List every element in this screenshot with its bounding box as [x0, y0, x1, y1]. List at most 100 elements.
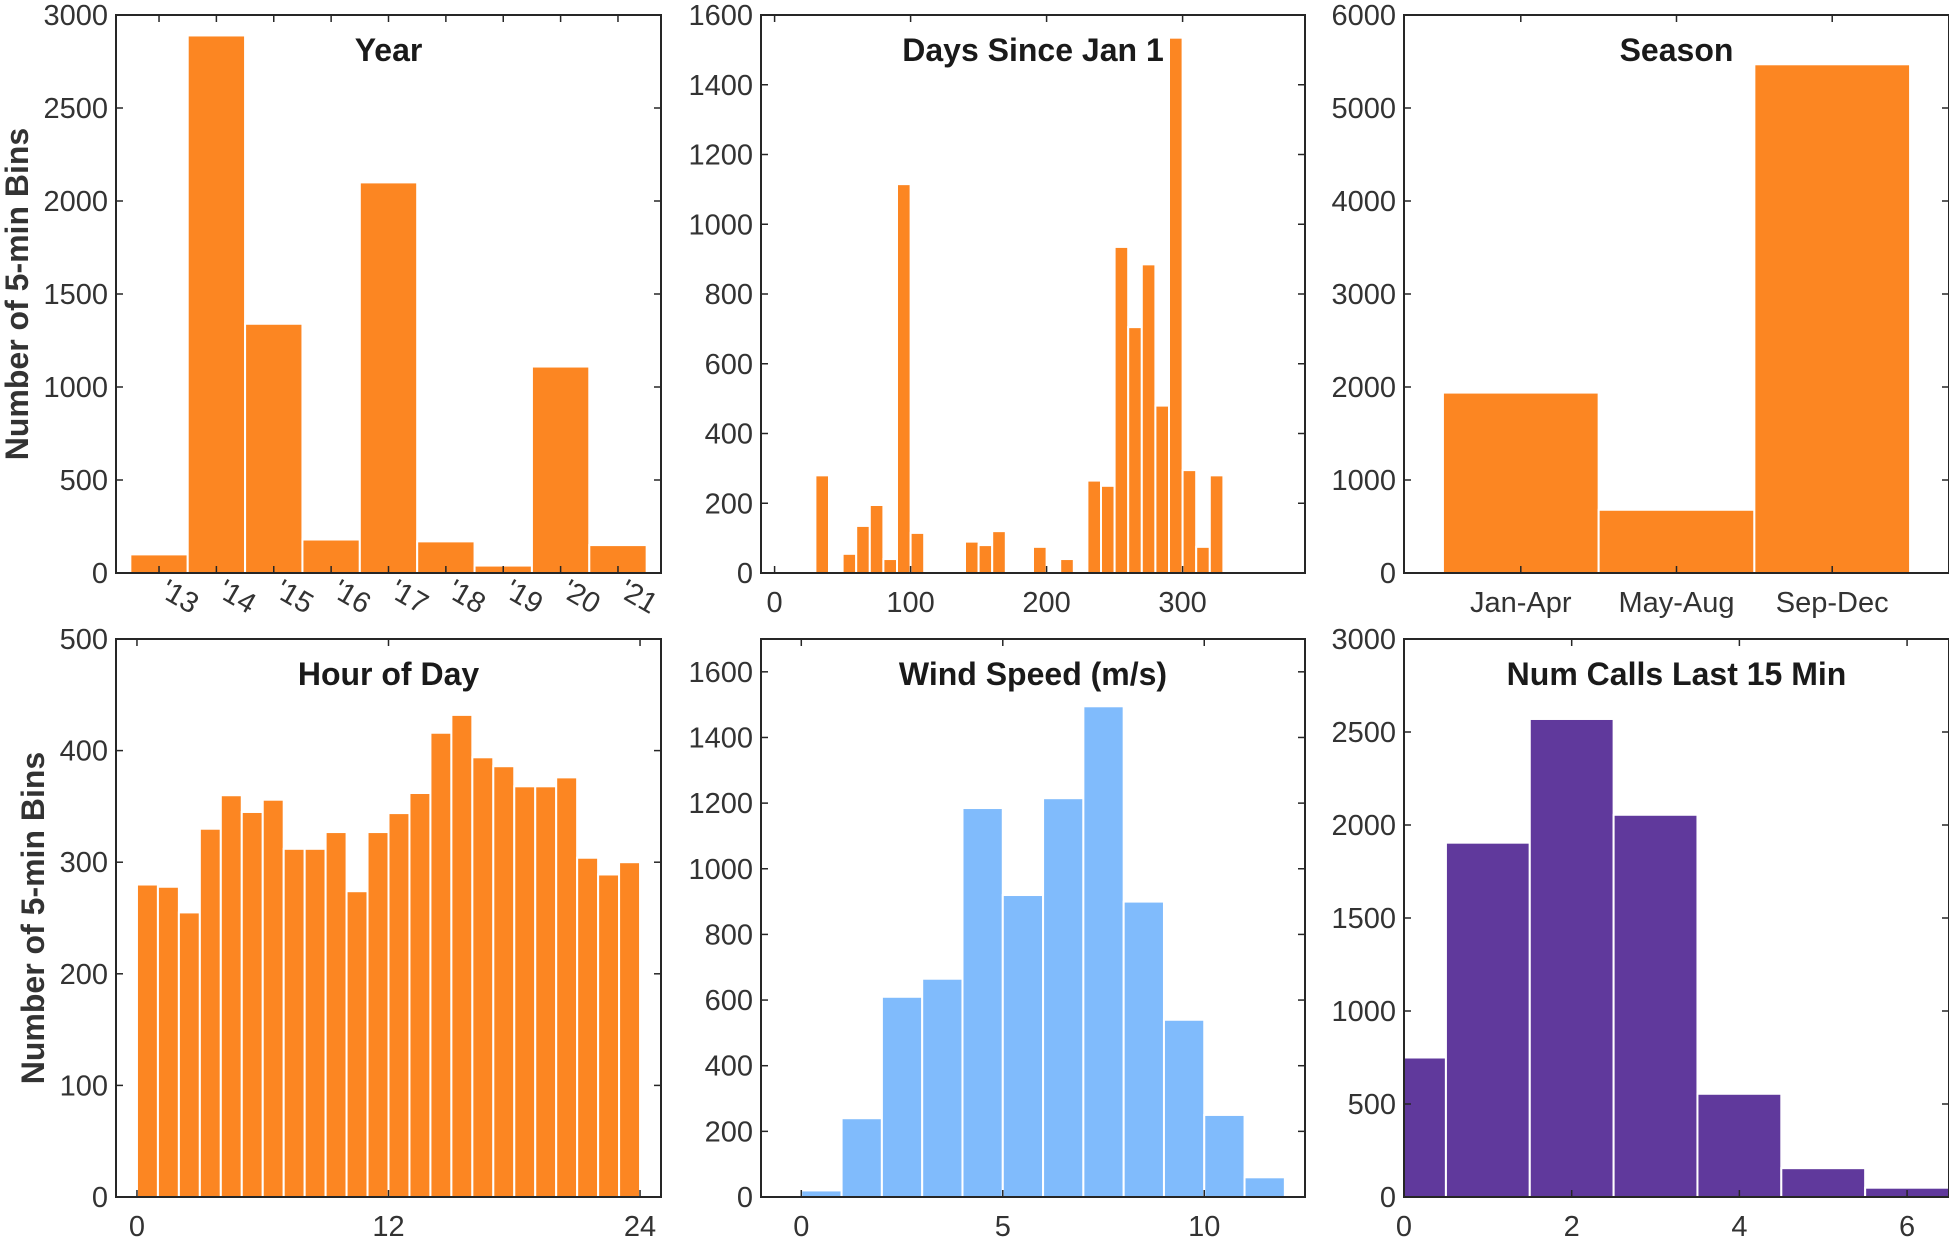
y-tick-label: 400	[705, 1051, 753, 1083]
x-tick-label: 100	[886, 587, 934, 619]
y-tick-label: 1000	[1331, 465, 1396, 497]
x-tick-label: '18	[442, 574, 491, 621]
bar-15	[1113, 245, 1130, 574]
y-tick-label: 5000	[1331, 93, 1396, 125]
chart-title: Year	[355, 32, 423, 68]
bar-14	[1100, 484, 1116, 574]
bar-22	[1208, 474, 1225, 575]
bar-3	[1528, 717, 1615, 1198]
bar-18	[492, 765, 516, 1198]
bar-2	[186, 34, 247, 574]
chart-title: Season	[1620, 32, 1734, 68]
x-tick-label: 300	[1158, 587, 1206, 619]
y-tick-label: 200	[705, 488, 753, 520]
y-tick-label: 0	[92, 558, 108, 590]
bar-8	[282, 847, 306, 1198]
bar-4	[198, 827, 222, 1198]
bar-14	[408, 792, 432, 1198]
y-tick-label: 500	[60, 624, 108, 656]
bar-1	[1441, 391, 1600, 574]
y-tick-label: 300	[60, 847, 108, 879]
bar-8	[964, 540, 980, 574]
y-tick-label: 0	[1380, 558, 1396, 590]
x-tick-label: 0	[129, 1211, 145, 1240]
x-tick-label: 6	[1899, 1211, 1915, 1240]
y-tick-label: 2500	[1331, 717, 1396, 749]
y-tick-label: 1600	[688, 0, 753, 32]
bar-2	[840, 1117, 883, 1198]
y-tick-label: 2000	[43, 186, 108, 218]
bar-17	[1140, 263, 1157, 574]
bar-1	[135, 883, 159, 1199]
y-tick-label: 800	[705, 279, 753, 311]
y-tick-label: 1000	[1331, 996, 1396, 1028]
bar-2	[1597, 508, 1756, 575]
y-tick-label: 500	[60, 465, 108, 497]
bar-24	[618, 861, 642, 1198]
x-tick-label: Jan-Apr	[1470, 587, 1572, 619]
y-tick-label: 1000	[43, 372, 108, 404]
bar-22	[576, 856, 600, 1199]
chart-title: Wind Speed (m/s)	[899, 656, 1167, 692]
chart-6: 0 500 1000 1500 2000 2500 3000 0 2 4 6 Num Calls La…	[1331, 624, 1949, 1240]
bar-2	[841, 552, 858, 574]
bar-6	[1780, 1167, 1867, 1199]
chart-title: Num Calls Last 15 Min	[1507, 656, 1847, 692]
bar-9	[977, 544, 994, 574]
bar-20	[1181, 469, 1198, 574]
y-tick-label: 3000	[43, 0, 108, 32]
bar-5	[358, 181, 419, 574]
y-tick-label: 200	[705, 1116, 753, 1148]
bar-18	[1154, 404, 1171, 574]
y-tick-label: 1500	[43, 279, 108, 311]
bar-11	[1032, 545, 1048, 574]
bar-3	[177, 911, 201, 1198]
y-axis-label: Number of 5-min Bins	[0, 128, 35, 460]
bar-11	[1203, 1113, 1246, 1198]
y-axis-label: Number of 5-min Bins	[15, 752, 51, 1084]
bar-4	[868, 503, 885, 574]
x-tick-label: May-Aug	[1618, 587, 1734, 619]
y-tick-label: 600	[705, 985, 753, 1017]
bar-1	[1403, 1056, 1447, 1198]
bar-7	[261, 798, 285, 1198]
bar-17	[471, 756, 495, 1199]
y-tick-label: 0	[92, 1182, 108, 1214]
x-tick-label: '21	[614, 574, 663, 621]
x-tick-label: '14	[213, 574, 262, 621]
x-tick-label: 4	[1731, 1211, 1747, 1240]
bar-9	[303, 847, 327, 1198]
y-tick-label: 100	[60, 1070, 108, 1102]
y-tick-label: 500	[1348, 1089, 1396, 1121]
x-tick-label: '13	[155, 574, 204, 621]
y-tick-label: 4000	[1331, 186, 1396, 218]
x-tick-label: 2	[1564, 1211, 1580, 1240]
bar-19	[513, 785, 537, 1198]
bar-11	[345, 890, 369, 1198]
y-tick-label: 0	[1380, 1182, 1396, 1214]
bar-5	[882, 558, 899, 574]
chart-5: 0 200 400 600 800 1000 1200 1400 1600 0 5 10 Wind Sp…	[688, 638, 1306, 1240]
bar-7	[1042, 797, 1085, 1198]
bar-21	[555, 776, 579, 1198]
bar-13	[1086, 479, 1103, 574]
x-tick-label: 5	[995, 1211, 1011, 1240]
bar-2	[1444, 841, 1531, 1198]
y-tick-label: 1400	[688, 70, 753, 102]
y-tick-label: 1600	[688, 657, 753, 689]
x-tick-label: 24	[624, 1211, 656, 1240]
bar-5	[1696, 1092, 1783, 1199]
chart-title: Hour of Day	[298, 656, 480, 692]
x-tick-label: 0	[767, 587, 783, 619]
bar-12	[366, 831, 390, 1198]
bar-3	[855, 524, 871, 575]
x-tick-label: 0	[793, 1211, 809, 1240]
y-tick-label: 3000	[1331, 279, 1396, 311]
y-tick-label: 200	[60, 959, 108, 991]
y-tick-label: 2500	[43, 93, 108, 125]
x-tick-label: '15	[270, 574, 319, 621]
y-tick-label: 600	[705, 349, 753, 381]
bar-6	[1001, 894, 1045, 1199]
